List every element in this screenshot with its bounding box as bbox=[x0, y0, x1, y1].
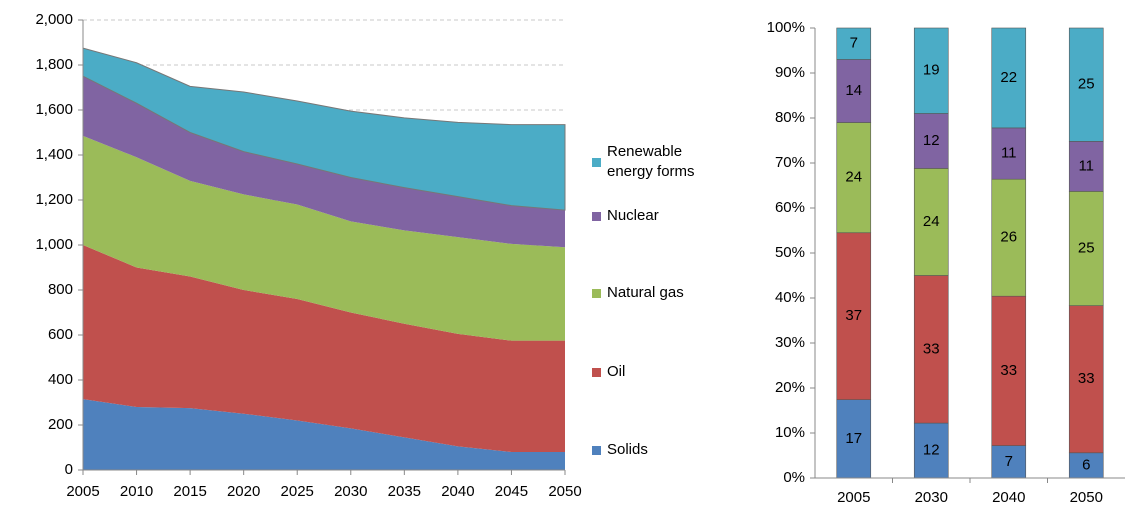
bar-segment bbox=[836, 399, 872, 479]
y-tick-label: 10% bbox=[775, 424, 805, 441]
data-label: 14 bbox=[845, 82, 862, 99]
x-tick-label: 2030 bbox=[334, 483, 367, 500]
x-tick-label: 2030 bbox=[915, 489, 948, 506]
data-label: 24 bbox=[845, 169, 862, 186]
data-label: 12 bbox=[923, 132, 940, 149]
y-tick-label: 2,000 bbox=[35, 11, 73, 28]
data-label: 26 bbox=[1000, 229, 1017, 246]
bar-chart: 0% 10% 20% 30% 40% 50% 60% 70% 80% 90% 100% 17 37 24 1… bbox=[767, 19, 1125, 506]
data-label: 22 bbox=[1000, 69, 1017, 86]
bar-segment bbox=[836, 232, 872, 400]
data-label: 17 bbox=[845, 430, 862, 447]
y-tick-label: 0 bbox=[65, 461, 73, 478]
bar-segment bbox=[1068, 191, 1104, 306]
area bbox=[83, 76, 565, 248]
bar-segment bbox=[913, 168, 949, 276]
data-label: 6 bbox=[1082, 456, 1090, 473]
y-tick-label: 80% bbox=[775, 109, 805, 126]
bar-segment bbox=[1068, 452, 1104, 479]
data-label: 24 bbox=[923, 213, 940, 230]
legend-label: Renewable energy forms bbox=[607, 143, 695, 180]
legend-swatch bbox=[592, 157, 601, 167]
bar-segment bbox=[913, 275, 949, 424]
bar-segment bbox=[991, 178, 1027, 297]
y-tick-label: 400 bbox=[48, 371, 73, 388]
legend-item: Oil bbox=[592, 362, 722, 382]
x-tick-label: 2015 bbox=[173, 483, 206, 500]
bar-segment bbox=[991, 27, 1027, 129]
legend-swatch bbox=[592, 211, 601, 221]
y-tick-label: 70% bbox=[775, 154, 805, 171]
y-tick-label: 1,400 bbox=[35, 146, 73, 163]
y-tick-label: 50% bbox=[775, 244, 805, 261]
y-tick-label: 100% bbox=[767, 19, 805, 36]
y-tick-label: 40% bbox=[775, 289, 805, 306]
x-tick-label: 2005 bbox=[837, 489, 870, 506]
data-label: 33 bbox=[1000, 362, 1017, 379]
y-tick-label: 1,600 bbox=[35, 101, 73, 118]
data-label: 12 bbox=[923, 442, 940, 459]
x-tick-label: 2045 bbox=[495, 483, 528, 500]
x-tick-label: 2050 bbox=[1070, 489, 1103, 506]
y-tick-label: 30% bbox=[775, 334, 805, 351]
y-tick-label: 1,800 bbox=[35, 56, 73, 73]
y-tick-label: 1,200 bbox=[35, 191, 73, 208]
legend-swatch bbox=[592, 445, 601, 455]
bar-segment bbox=[913, 422, 949, 479]
bar-segment bbox=[913, 27, 949, 114]
data-label: 33 bbox=[923, 340, 940, 357]
bar-segment bbox=[991, 127, 1027, 180]
x-tick-label: 2025 bbox=[281, 483, 314, 500]
legend-label: Oil bbox=[607, 363, 626, 380]
data-label: 7 bbox=[1005, 453, 1013, 470]
y-tick-label: 90% bbox=[775, 64, 805, 81]
bar-segment bbox=[836, 122, 872, 234]
x-tick-label: 2005 bbox=[66, 483, 99, 500]
x-tick-label: 2035 bbox=[388, 483, 421, 500]
area-chart: 0 200 400 600 800 1,000 1,200 1,400 1,600 1,800 2,… bbox=[35, 11, 581, 500]
bar-segment bbox=[1068, 27, 1104, 142]
x-tick-label: 2040 bbox=[992, 489, 1025, 506]
bar-segment bbox=[991, 295, 1027, 446]
legend-swatch bbox=[592, 367, 601, 377]
x-tick-label: 2010 bbox=[120, 483, 153, 500]
bar-segment bbox=[836, 59, 872, 123]
legend-item: Nuclear bbox=[592, 206, 722, 226]
y-tick-label: 600 bbox=[48, 326, 73, 343]
legend-label: Solids bbox=[607, 441, 648, 458]
y-tick-label: 20% bbox=[775, 379, 805, 396]
data-label: 11 bbox=[1078, 157, 1094, 174]
data-label: 19 bbox=[923, 62, 940, 79]
x-tick-label: 2040 bbox=[441, 483, 474, 500]
y-tick-label: 0% bbox=[783, 469, 805, 486]
y-tick-label: 60% bbox=[775, 199, 805, 216]
data-label: 25 bbox=[1078, 239, 1095, 256]
data-label: 7 bbox=[850, 35, 858, 52]
legend-swatch bbox=[592, 288, 601, 298]
legend-label: Natural gas bbox=[607, 284, 684, 301]
legend-label: Nuclear bbox=[607, 207, 659, 224]
legend-item: Solids bbox=[592, 440, 722, 460]
y-tick-label: 1,000 bbox=[35, 236, 73, 253]
area bbox=[83, 135, 565, 341]
x-tick-label: 2020 bbox=[227, 483, 260, 500]
data-label: 11 bbox=[1001, 145, 1017, 162]
data-label: 25 bbox=[1078, 76, 1095, 93]
legend-item: Natural gas bbox=[592, 283, 722, 303]
bar-segment bbox=[913, 113, 949, 169]
area bbox=[83, 245, 565, 452]
y-tick-label: 200 bbox=[48, 416, 73, 433]
data-label: 37 bbox=[845, 307, 862, 324]
area bbox=[83, 399, 565, 470]
bar-segment bbox=[836, 27, 872, 60]
data-label: 33 bbox=[1078, 370, 1095, 387]
legend-item: Renewable energy forms bbox=[592, 142, 722, 182]
bar-segment bbox=[1068, 305, 1104, 454]
y-tick-label: 800 bbox=[48, 281, 73, 298]
x-tick-label: 2050 bbox=[548, 483, 581, 500]
area bbox=[82, 47, 566, 211]
